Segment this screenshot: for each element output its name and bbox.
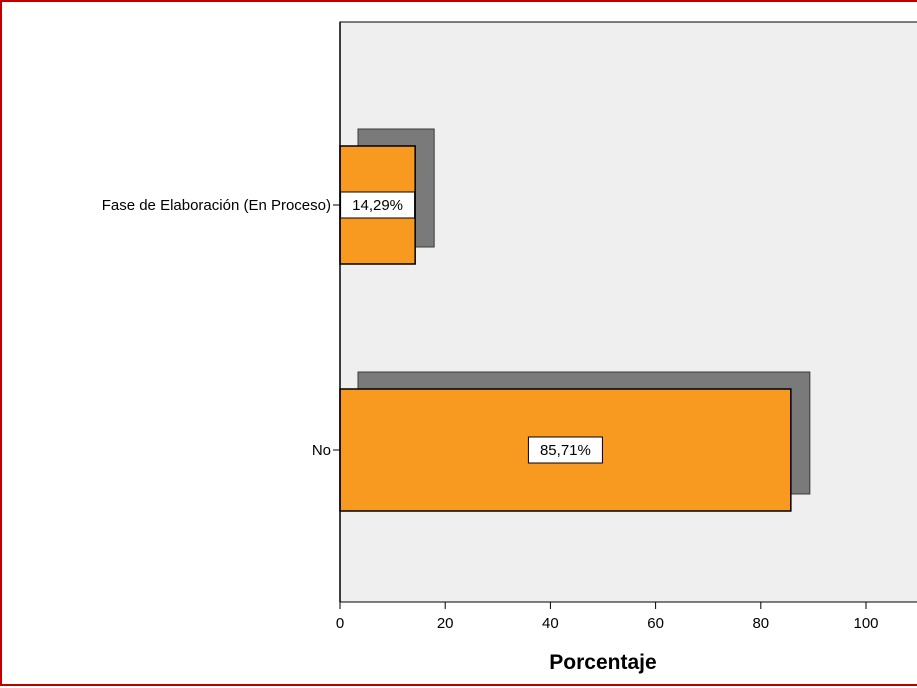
plot-area [339,21,917,603]
data-label-text: 14,29% [352,197,403,214]
x-axis-title: Porcentaje [549,651,656,674]
data-label-box [527,436,603,464]
data-label-box [340,191,416,219]
category-label: No [312,442,331,459]
data-label-text: 85,71% [540,442,591,459]
x-tick-label: 80 [752,615,769,632]
x-tick-label: 100 [853,615,878,632]
category-label: Fase de Elaboración (En Proceso) [102,197,331,214]
data-label: 14,29% [340,191,416,219]
x-tick-label: 20 [437,615,454,632]
x-tick-label: 60 [647,615,664,632]
x-tick-label: 40 [542,615,559,632]
data-label: 85,71% [527,436,603,464]
x-tick-label: 0 [336,615,344,632]
